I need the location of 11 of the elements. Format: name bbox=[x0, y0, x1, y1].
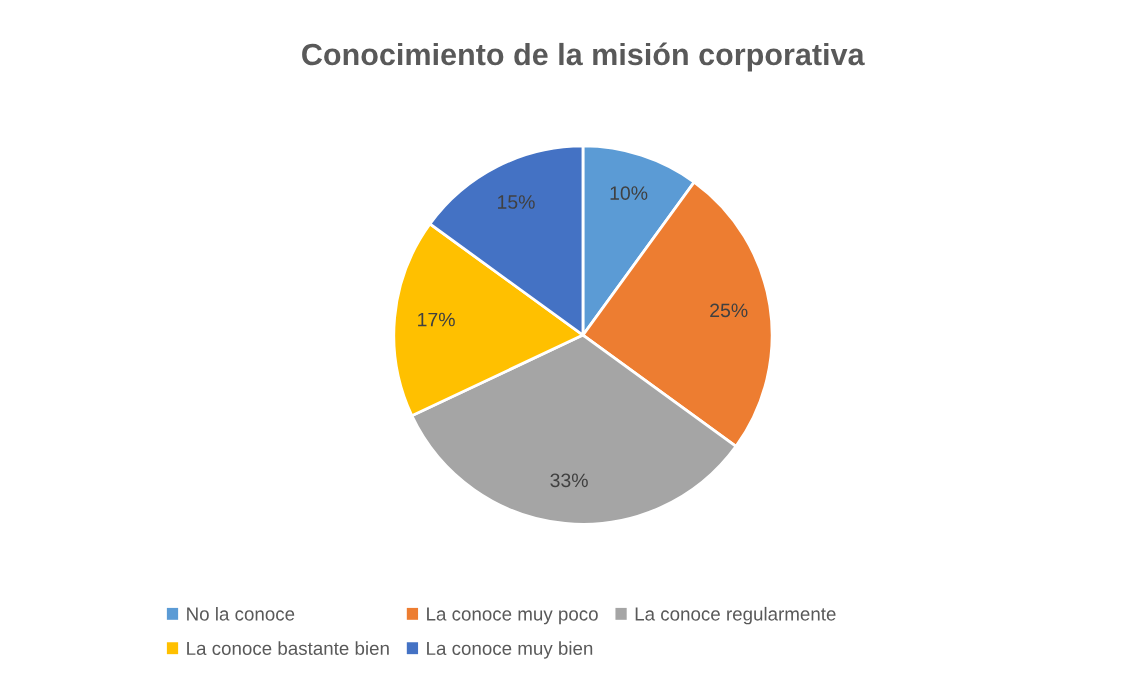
data-label: 25% bbox=[710, 303, 748, 318]
legend-label: La conoce muy bien bbox=[427, 641, 593, 659]
legend-label: No la conoce bbox=[187, 606, 295, 621]
data-label: 10% bbox=[610, 186, 648, 201]
data-label: 33% bbox=[550, 473, 588, 488]
legend-label: La conoce muy poco bbox=[427, 607, 598, 625]
data-label: 17% bbox=[418, 312, 455, 327]
chart-title: Conocimiento de la misión corporativa bbox=[302, 42, 865, 72]
legend-label: La conoce regularmente bbox=[635, 606, 836, 625]
legend-label: La conoce bastante bien bbox=[187, 641, 389, 655]
data-label: 15% bbox=[498, 195, 535, 209]
